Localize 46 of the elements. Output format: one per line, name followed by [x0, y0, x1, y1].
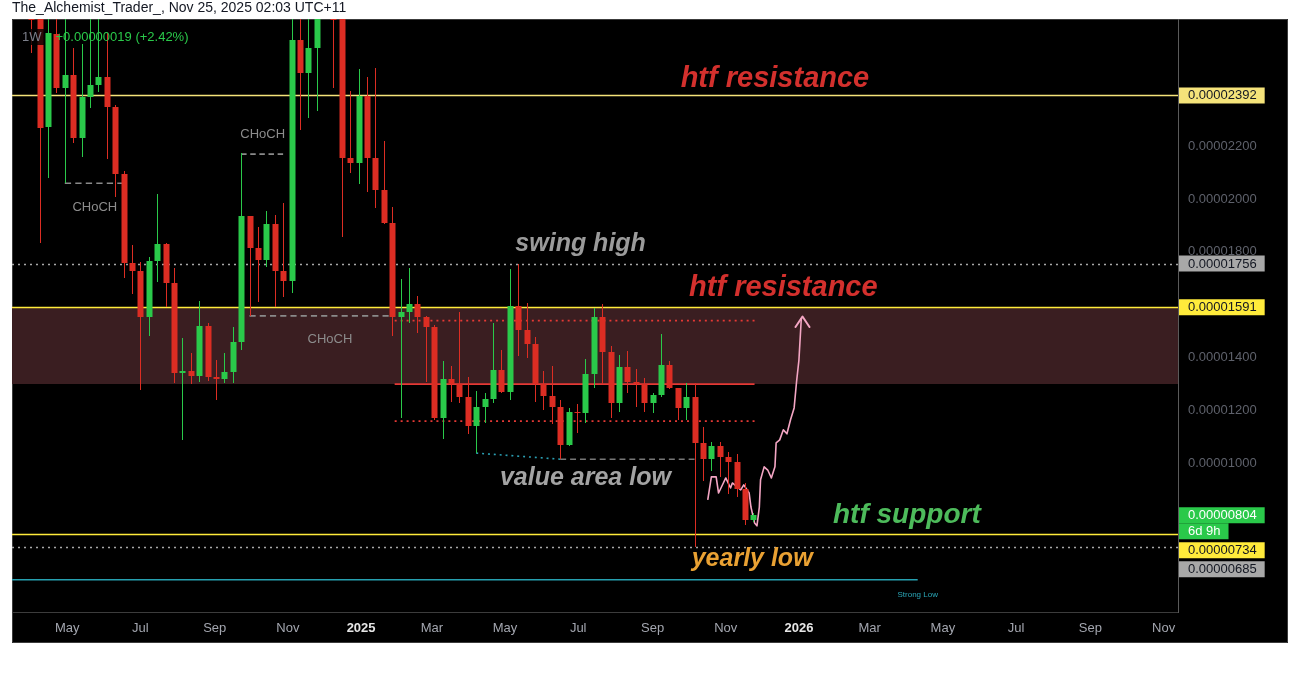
annotation: CHoCH [307, 331, 353, 347]
annotation: swing high [515, 228, 646, 257]
x-tick-label: 2025 [346, 620, 376, 636]
candlestick [398, 279, 405, 418]
candlestick [347, 91, 354, 173]
text: 6d 9h [1188, 523, 1221, 539]
x-tick-label: May [930, 620, 956, 636]
candlestick [179, 338, 186, 440]
chart-title: The_Alchemist_Trader_, Nov 25, 2025 02:03 UTC+11 [12, 0, 347, 16]
text: 0.00000804 [1188, 507, 1257, 523]
candlestick [330, 19, 337, 88]
annotation: value area low [499, 462, 673, 491]
y-tick-label: 0.00002200 [1188, 137, 1257, 153]
y-tick-label: 0.00001400 [1188, 349, 1257, 365]
annotation: CHoCH [240, 125, 286, 141]
y-tick-label: 0.00002000 [1188, 190, 1257, 206]
x-tick-label: Nov [714, 620, 738, 636]
annotation: yearly low [689, 542, 815, 571]
x-tick-label: 2026 [784, 620, 814, 636]
ref-line-label: 0.00001591 [1188, 299, 1257, 315]
x-tick-label: May [492, 620, 518, 636]
ref-line-label: 0.00000685 [1188, 561, 1257, 577]
ref-line-label: 0.00000734 [1188, 542, 1257, 558]
x-tick-label: Sep [1078, 620, 1102, 636]
text: 1W [22, 28, 43, 44]
x-tick-label: Sep [641, 620, 665, 636]
annotation: htf support [833, 498, 983, 530]
x-tick-label: Jul [1007, 620, 1025, 636]
candlestick [633, 369, 640, 407]
annotation: htf resistance [680, 61, 870, 94]
x-tick-label: Nov [1152, 620, 1176, 636]
ref-line-label: 0.00002392 [1188, 87, 1257, 103]
y-tick-label: 0.00001200 [1188, 402, 1257, 418]
x-tick-label: May [54, 620, 80, 636]
x-tick-label: Nov [276, 620, 300, 636]
x-tick-label: Jul [132, 620, 149, 636]
annotation: Strong Low [897, 589, 939, 599]
x-tick-label: Jul [569, 620, 587, 636]
x-tick-label: Sep [203, 620, 227, 636]
y-tick-label: 0.00001000 [1188, 455, 1257, 470]
annotation: CHoCH [72, 198, 118, 214]
x-tick-label: Mar [420, 620, 444, 636]
annotation: htf resistance [689, 270, 878, 303]
x-tick-label: Mar [858, 620, 882, 636]
candlestick [574, 404, 581, 433]
candlestick [213, 360, 220, 400]
